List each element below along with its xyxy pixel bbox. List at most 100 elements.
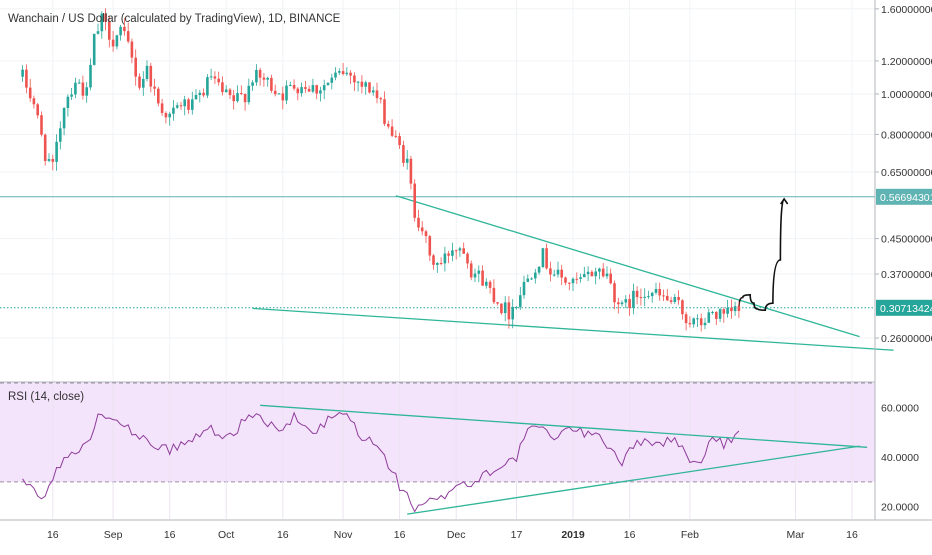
candle-body	[398, 136, 401, 146]
candle-body	[330, 77, 334, 83]
candle-body	[270, 77, 273, 91]
candle	[142, 71, 145, 96]
candle-body	[142, 79, 145, 88]
candle-body	[609, 273, 612, 284]
candle-body	[126, 31, 130, 42]
candle	[198, 90, 202, 103]
candle	[334, 67, 337, 81]
candle-body	[322, 85, 326, 91]
candle-body	[179, 105, 183, 107]
candle-body	[485, 281, 488, 286]
candle	[703, 317, 707, 330]
candle-body	[677, 297, 680, 301]
candle-body	[481, 270, 484, 286]
candle	[628, 294, 631, 316]
candle-body	[684, 314, 688, 324]
axes: 1.60000000 1.20000000 1.00000000 0.80000000…	[0, 0, 932, 541]
candle-body	[420, 227, 424, 232]
candle	[360, 75, 364, 94]
projection-path[interactable]	[738, 198, 785, 312]
x-tick-label: Sep	[104, 529, 123, 541]
candle-body	[492, 287, 496, 303]
candle-body	[666, 295, 669, 301]
candle	[420, 221, 424, 236]
candle-body	[715, 312, 718, 319]
candle-body	[164, 113, 168, 118]
candle	[168, 111, 171, 126]
candle-body	[51, 159, 55, 162]
candle	[432, 253, 435, 270]
candle-body	[579, 277, 582, 279]
candle	[70, 88, 73, 100]
candle	[447, 250, 450, 264]
candle-body	[466, 253, 469, 264]
descending-trendline[interactable]	[395, 195, 860, 338]
candle	[43, 133, 47, 166]
candle-body	[692, 318, 695, 325]
candle	[375, 82, 379, 104]
candle	[439, 257, 443, 266]
rsi-ascending-trendline[interactable]	[407, 445, 860, 515]
candle	[718, 307, 722, 323]
candle-body	[85, 87, 88, 96]
candle	[715, 311, 718, 325]
candle-body	[281, 93, 285, 101]
candle-body	[541, 248, 545, 267]
candle	[258, 67, 262, 86]
candle	[172, 100, 175, 121]
candle	[677, 290, 680, 305]
candle	[224, 85, 228, 93]
candle	[632, 283, 635, 315]
candle	[688, 316, 692, 328]
candle-body	[138, 76, 141, 88]
candle	[179, 101, 183, 110]
candle	[273, 84, 277, 97]
candle-body	[624, 299, 628, 303]
candle	[522, 275, 526, 299]
resistance-level-label: 0.56694301	[880, 192, 932, 204]
candle-body	[100, 13, 104, 32]
candle-body	[92, 33, 96, 65]
candle-body	[326, 82, 330, 85]
candle-body	[160, 103, 164, 113]
candle	[289, 81, 292, 87]
candle	[681, 299, 684, 320]
candle	[262, 73, 266, 87]
candle-body	[338, 71, 341, 73]
candle	[466, 252, 469, 269]
candle-body	[658, 289, 661, 296]
candle-body	[315, 85, 318, 94]
candle-body	[707, 312, 711, 323]
candle	[232, 90, 235, 110]
candle	[650, 291, 654, 303]
candle-body	[417, 217, 420, 228]
candle	[462, 242, 465, 254]
candle-body	[304, 87, 307, 89]
candle	[255, 64, 258, 86]
rsi-descending-trendline[interactable]	[260, 404, 868, 448]
candle	[326, 82, 330, 86]
support-trendline[interactable]	[252, 307, 894, 351]
candle	[281, 86, 285, 110]
candle-body	[552, 274, 556, 276]
candle-body	[66, 96, 70, 108]
candle-body	[639, 297, 643, 299]
candle-body	[240, 93, 243, 95]
candle	[424, 229, 428, 243]
main-annotations	[0, 195, 894, 351]
candle	[330, 73, 334, 90]
candle	[436, 262, 439, 273]
candle-body	[726, 307, 729, 314]
candle-body	[699, 318, 703, 326]
candle	[243, 93, 247, 111]
candle-body	[115, 35, 119, 47]
rsi-y-tick-label: 60.0000	[881, 403, 919, 415]
candle	[47, 153, 51, 163]
candle-body	[243, 93, 247, 103]
candle	[307, 85, 311, 92]
candle	[534, 268, 537, 284]
candle	[221, 76, 224, 96]
candle-body	[390, 126, 394, 136]
candle	[519, 286, 522, 310]
